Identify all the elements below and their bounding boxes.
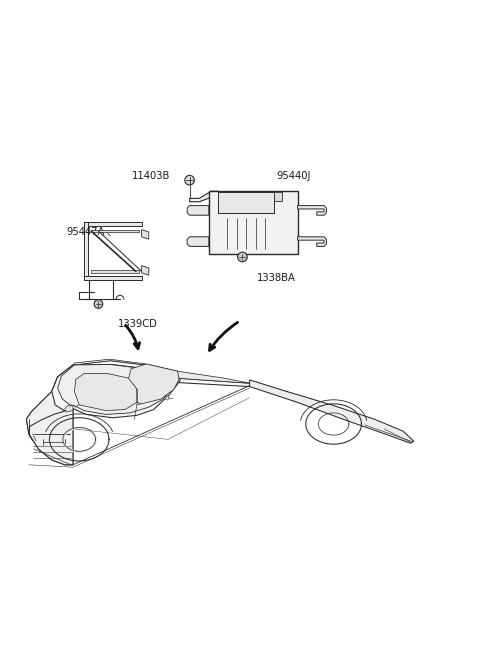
Polygon shape <box>298 205 326 215</box>
Polygon shape <box>91 230 139 232</box>
Polygon shape <box>72 361 250 386</box>
Polygon shape <box>142 230 149 239</box>
Circle shape <box>185 175 194 185</box>
Polygon shape <box>26 365 73 465</box>
Polygon shape <box>29 409 73 465</box>
Text: 95440J: 95440J <box>276 171 311 181</box>
Text: 1338BA: 1338BA <box>257 273 296 283</box>
Polygon shape <box>129 364 179 404</box>
Polygon shape <box>84 222 88 280</box>
Polygon shape <box>190 191 218 202</box>
Polygon shape <box>298 237 326 247</box>
Polygon shape <box>84 222 142 226</box>
Polygon shape <box>84 276 142 280</box>
Polygon shape <box>142 266 149 276</box>
Polygon shape <box>74 374 137 411</box>
Polygon shape <box>209 191 298 254</box>
Circle shape <box>94 300 103 308</box>
Polygon shape <box>91 270 139 273</box>
Polygon shape <box>52 365 180 418</box>
Circle shape <box>165 396 169 400</box>
Polygon shape <box>274 192 282 201</box>
Text: 1339CD: 1339CD <box>118 319 157 329</box>
Circle shape <box>238 252 247 262</box>
Polygon shape <box>65 406 73 412</box>
Polygon shape <box>74 359 250 383</box>
Polygon shape <box>26 365 73 434</box>
Text: 95447A: 95447A <box>66 227 105 237</box>
Polygon shape <box>187 237 209 247</box>
Text: 11403B: 11403B <box>132 171 170 181</box>
Polygon shape <box>58 365 179 415</box>
Polygon shape <box>218 192 274 213</box>
Polygon shape <box>250 380 414 443</box>
Polygon shape <box>187 205 209 215</box>
